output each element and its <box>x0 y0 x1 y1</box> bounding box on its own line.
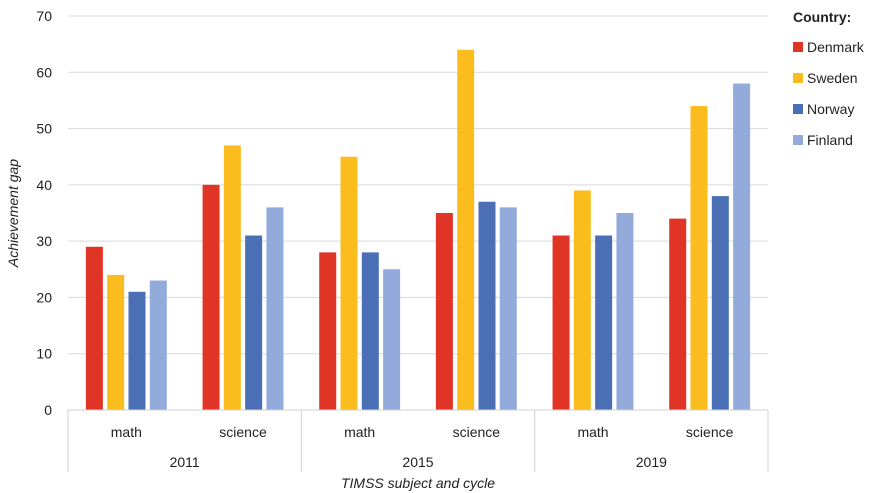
x-year-label: 2011 <box>170 454 200 470</box>
x-axis: math science 2011 math science 2015 math scienc… <box>67 409 769 472</box>
legend-swatch-sweden <box>793 73 803 83</box>
x-subject-label: science <box>219 424 267 440</box>
legend-label-sweden: Sweden <box>807 70 858 86</box>
bar-norway <box>595 235 613 410</box>
y-tick-label: 70 <box>36 8 52 24</box>
x-year-label: 2019 <box>636 454 667 470</box>
bar-sweden <box>457 49 475 411</box>
bar-norway <box>478 201 496 410</box>
bar-norway <box>245 235 263 410</box>
legend-label-denmark: Denmark <box>807 39 865 55</box>
y-tick-label: 20 <box>36 289 52 305</box>
legend-title: Country: <box>793 9 851 25</box>
legend-swatch-norway <box>793 104 803 114</box>
x-subject-label: science <box>453 424 501 440</box>
gridlines <box>68 15 768 411</box>
bar-denmark <box>202 184 220 410</box>
x-subject-label: math <box>344 424 375 440</box>
y-tick-label: 50 <box>36 121 52 137</box>
legend-swatch-finland <box>793 135 803 145</box>
legend-label-norway: Norway <box>807 101 854 117</box>
legend: Denmark Sweden Norway Finland <box>793 39 865 148</box>
bar-norway <box>361 252 379 410</box>
y-tick-label: 0 <box>44 402 52 418</box>
x-subject-label: math <box>111 424 142 440</box>
y-tick-label: 30 <box>36 233 52 249</box>
bar-denmark <box>552 235 570 410</box>
bar-sweden <box>107 274 125 410</box>
x-subject-label: math <box>577 424 608 440</box>
legend-swatch-denmark <box>793 42 803 52</box>
bar-sweden <box>690 106 708 411</box>
y-tick-label: 60 <box>36 64 52 80</box>
bar-sweden <box>340 156 358 410</box>
x-subject-label: science <box>686 424 734 440</box>
bar-denmark <box>319 252 337 410</box>
bar-denmark <box>669 218 687 410</box>
bar-finland <box>733 83 751 411</box>
bar-finland <box>383 269 401 410</box>
bar-finland <box>149 280 167 410</box>
bar-sweden <box>223 145 241 410</box>
y-tick-label: 40 <box>36 177 52 193</box>
bar-norway <box>711 196 729 410</box>
bar-finland <box>266 207 284 410</box>
bar-denmark <box>85 246 103 410</box>
x-axis-title: TIMSS subject and cycle <box>341 475 495 491</box>
bar-finland <box>499 207 517 410</box>
x-year-label: 2015 <box>402 454 433 470</box>
bar-finland <box>616 213 634 410</box>
legend-label-finland: Finland <box>807 132 853 148</box>
bar-sweden <box>573 190 591 410</box>
bars <box>85 49 751 411</box>
bar-denmark <box>435 213 453 410</box>
y-tick-label: 10 <box>36 346 52 362</box>
y-axis-ticks: 0 10 20 30 40 50 60 70 <box>36 8 52 418</box>
y-axis-title: Achievement gap <box>5 159 21 268</box>
bar-norway <box>128 291 146 410</box>
